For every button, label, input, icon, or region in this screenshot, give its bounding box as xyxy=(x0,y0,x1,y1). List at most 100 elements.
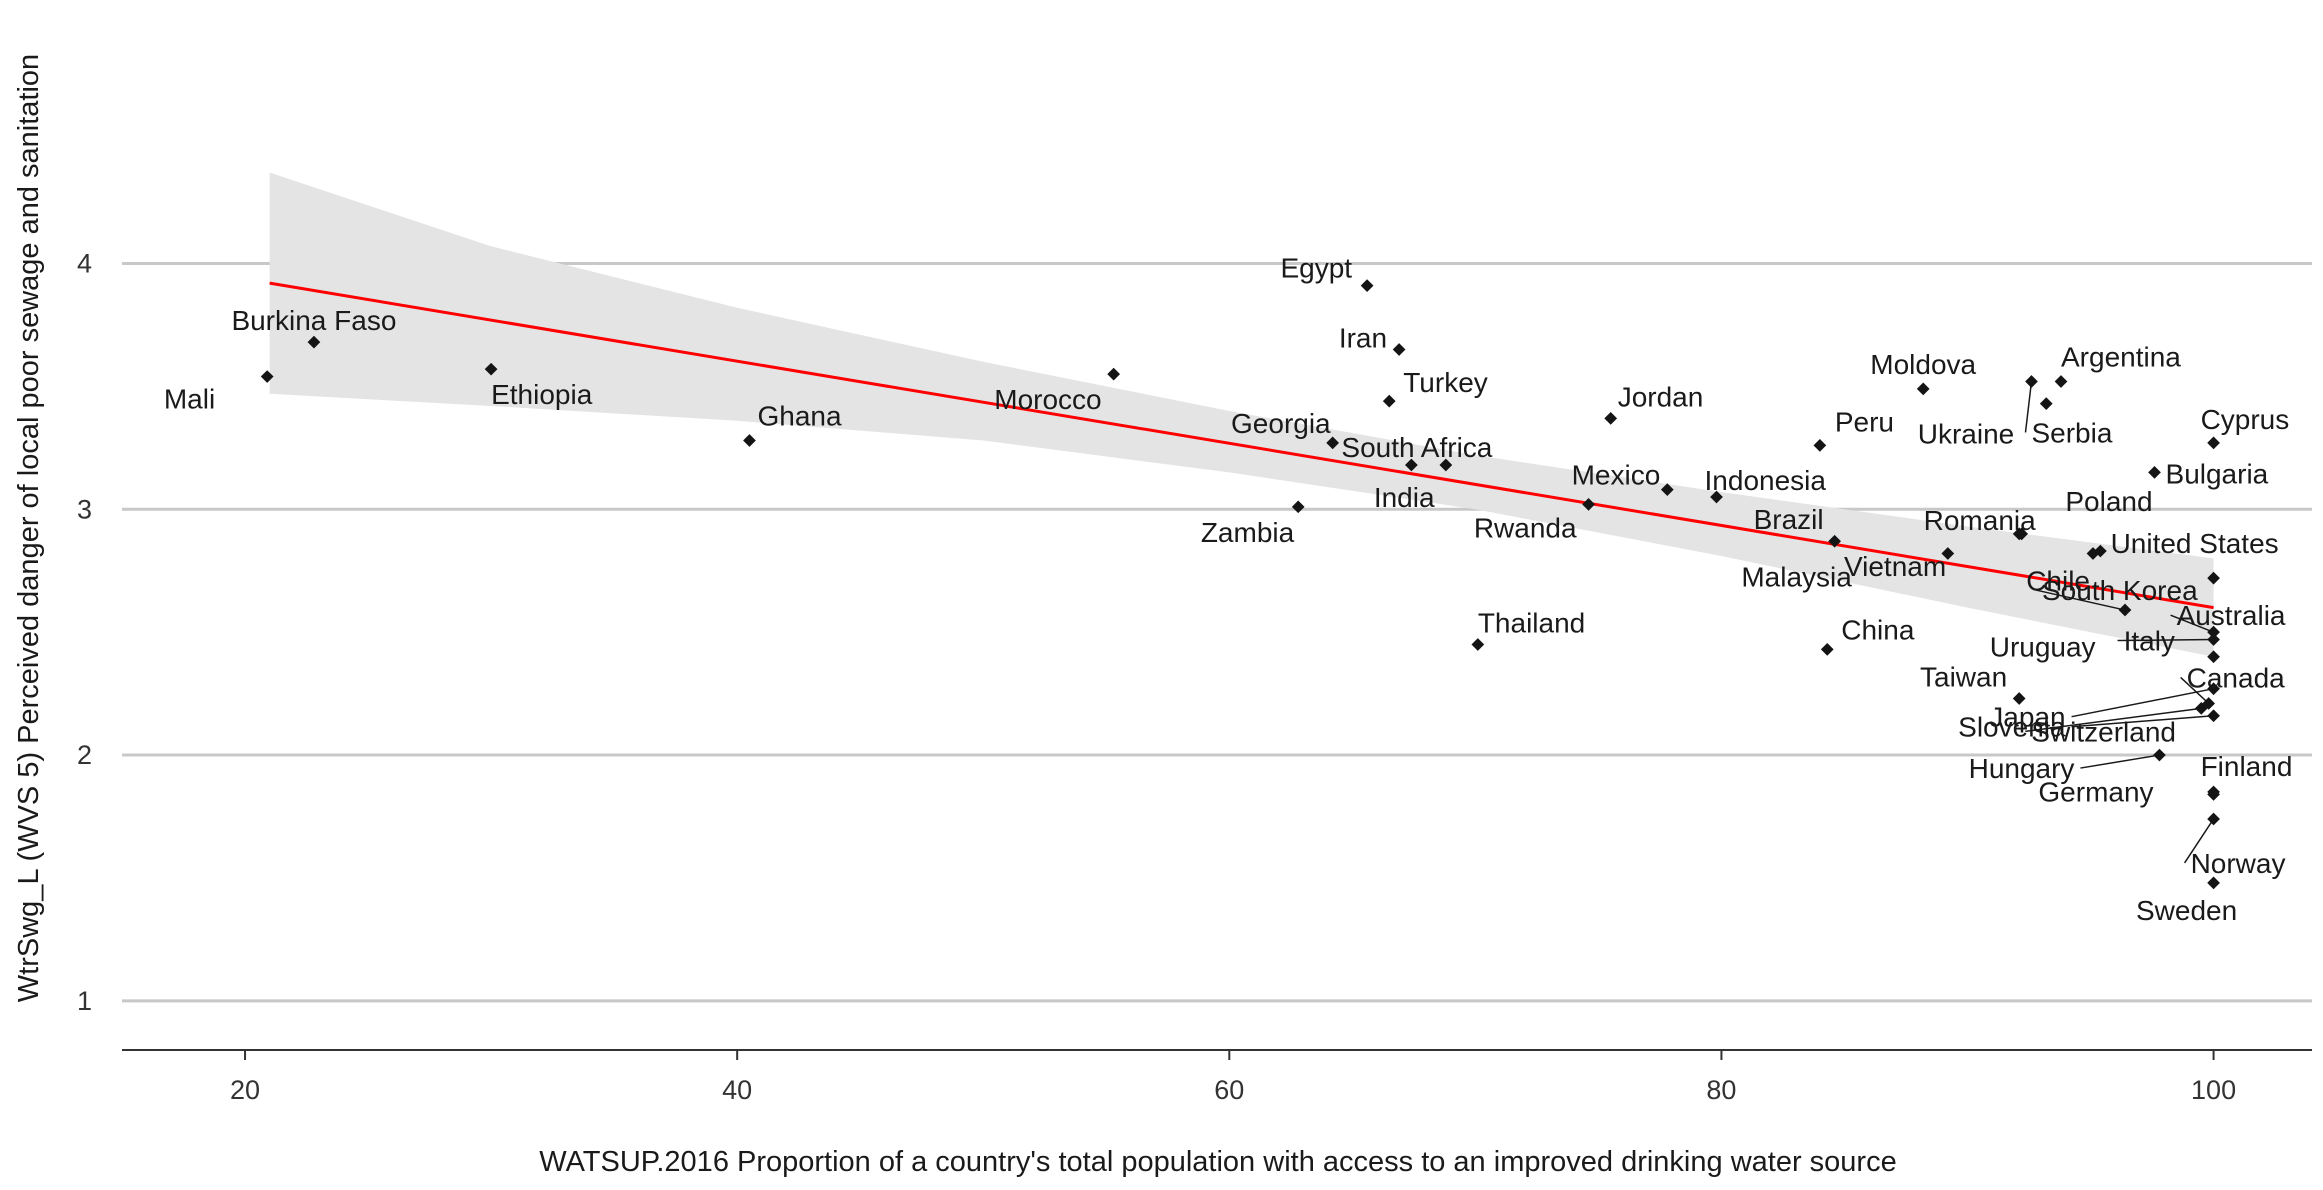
y-axis-title: WtrSwg_L (WVS 5) Perceived danger of loc… xyxy=(13,54,45,1002)
point-label: Chile xyxy=(2026,566,2090,597)
data-point xyxy=(2025,375,2038,388)
point-label: Ukraine xyxy=(1918,419,2014,450)
point-label: Rwanda xyxy=(1474,512,1577,543)
point-label: Uruguay xyxy=(1990,632,2096,663)
data-point xyxy=(1813,439,1827,452)
regression-line xyxy=(269,281,2214,610)
data-point xyxy=(307,335,321,349)
point-label: Italy xyxy=(2124,626,2175,657)
x-tick-label: 80 xyxy=(1706,1075,1736,1105)
y-tick-label: 4 xyxy=(77,248,92,278)
point-label: South Africa xyxy=(1341,432,1492,463)
x-tick-label: 40 xyxy=(722,1075,752,1105)
data-point xyxy=(2207,876,2220,890)
point-label: Morocco xyxy=(994,384,1101,415)
label-layer: Mali Burkina Faso Ethiopia Ghana Morocco Egyp… xyxy=(164,253,2293,926)
data-point xyxy=(1604,411,1618,425)
confidence-band xyxy=(269,172,2214,657)
data-point xyxy=(1291,500,1305,514)
point-label: Malaysia xyxy=(1741,562,1852,593)
label-leader xyxy=(2071,687,2214,718)
band-layer xyxy=(269,172,2214,657)
point-label: Indonesia xyxy=(1705,465,1827,496)
point-label: Cyprus xyxy=(2201,404,2290,435)
point-label: Hungary xyxy=(1969,753,2075,784)
data-point xyxy=(1382,394,1396,408)
point-label: Mexico xyxy=(1572,460,1661,491)
data-point xyxy=(1107,367,1121,381)
data-point xyxy=(2054,375,2068,388)
data-point xyxy=(2207,625,2220,639)
point-label: Taiwan xyxy=(1920,662,2007,693)
data-point xyxy=(2148,466,2161,479)
point-label: South Korea xyxy=(2042,575,2198,606)
point-label: Slovenia xyxy=(1958,712,2066,743)
data-point xyxy=(1392,343,1406,356)
point-label: Vietnam xyxy=(1844,551,1946,582)
point-label: Ghana xyxy=(757,400,841,431)
x-tick-label: 20 xyxy=(230,1075,260,1105)
point-label: Moldova xyxy=(1870,349,1976,380)
data-point xyxy=(2207,650,2220,664)
point-label: Ethiopia xyxy=(491,379,593,410)
point-label: Jordan xyxy=(1618,381,1704,412)
data-point xyxy=(2207,812,2220,826)
data-point xyxy=(484,362,498,376)
label-leader xyxy=(2180,676,2210,704)
data-point xyxy=(1471,638,1485,651)
point-label: Brazil xyxy=(1754,504,1824,535)
point-label: Egypt xyxy=(1280,253,1352,284)
point-label: Peru xyxy=(1835,406,1894,437)
x-tick-label: 100 xyxy=(2191,1075,2236,1105)
data-point xyxy=(2039,397,2053,410)
point-label: Burkina Faso xyxy=(231,305,396,336)
y-tick-label: 2 xyxy=(77,740,92,770)
point-label: Thailand xyxy=(1478,607,1585,638)
data-point xyxy=(260,370,274,383)
point-label: Iran xyxy=(1339,323,1387,354)
point-label: Canada xyxy=(2187,662,2286,693)
data-point xyxy=(1916,382,1930,396)
y-tick-label: 1 xyxy=(77,986,92,1016)
y-tick-label: 3 xyxy=(77,494,92,524)
point-label: Japan xyxy=(1989,702,2065,733)
point-label: Poland xyxy=(2065,486,2152,517)
data-point xyxy=(2207,682,2220,696)
data-point xyxy=(1820,643,1834,656)
label-leader xyxy=(2024,381,2033,433)
label-leader xyxy=(2035,589,2126,611)
data-point xyxy=(2207,571,2220,585)
point-label: Mali xyxy=(164,384,215,415)
data-point xyxy=(2207,633,2220,646)
point-label: Germany xyxy=(2038,776,2153,807)
data-point xyxy=(2207,788,2220,801)
point-label: Argentina xyxy=(2061,341,2181,372)
data-point xyxy=(2207,436,2220,450)
data-point xyxy=(2086,547,2100,560)
leader-layer xyxy=(2024,381,2215,864)
data-point xyxy=(743,434,756,447)
point-label: Finland xyxy=(2201,751,2293,782)
axis-layer: 1 2 3 4 20 40 60 80 100 xyxy=(77,248,2312,1105)
data-point xyxy=(2207,709,2220,723)
point-label: Zambia xyxy=(1201,517,1295,548)
point-label: Sweden xyxy=(2136,895,2237,926)
point-label: China xyxy=(1841,614,1915,645)
point-label: Serbia xyxy=(2031,417,2112,448)
x-axis-title: WATSUP.2016 Proportion of a country's to… xyxy=(539,1146,1896,1178)
label-leader xyxy=(2025,707,2202,733)
label-leader xyxy=(2170,614,2214,633)
point-label: Switzerland xyxy=(2031,716,2176,747)
point-label: United States xyxy=(2111,528,2279,559)
data-point xyxy=(2118,603,2132,617)
data-point xyxy=(2153,748,2166,762)
data-point xyxy=(1360,279,1374,292)
trend-layer xyxy=(269,281,2214,610)
point-label: Australia xyxy=(2177,600,2286,631)
label-leader xyxy=(2080,754,2160,769)
label-leader xyxy=(2117,638,2214,642)
point-label: Turkey xyxy=(1403,367,1488,398)
point-label: Norway xyxy=(2191,848,2286,879)
data-point xyxy=(2194,701,2208,715)
